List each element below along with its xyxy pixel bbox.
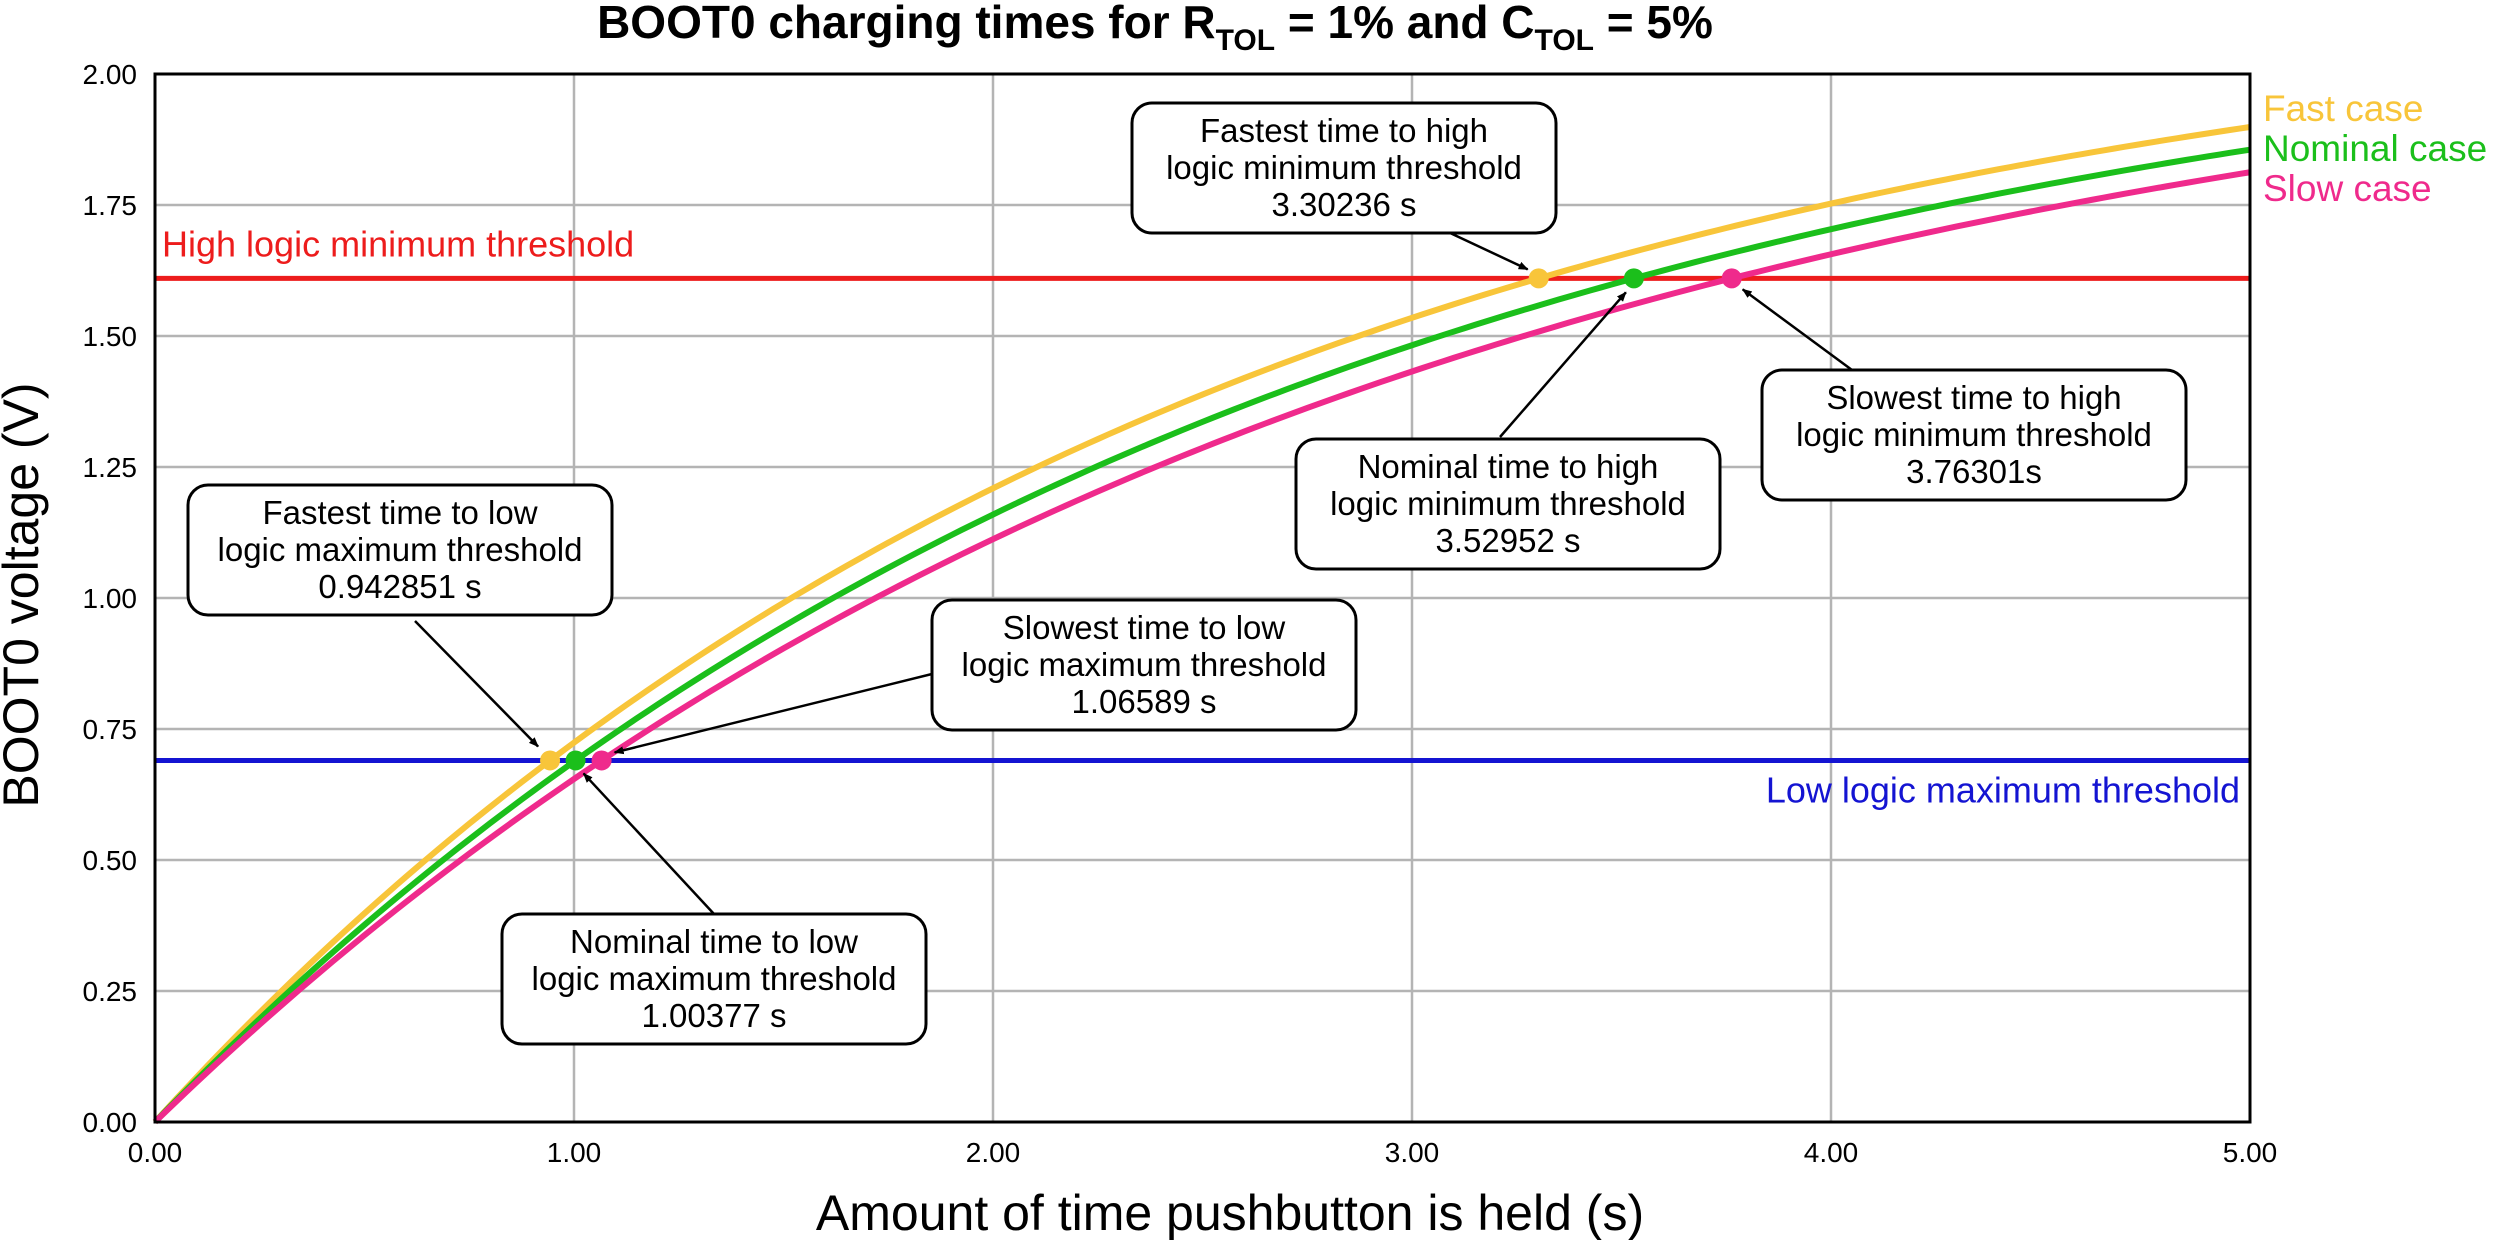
chart-title-subscript-r: TOL xyxy=(1216,24,1275,57)
annotation-box xyxy=(1130,101,1558,235)
annotation-box xyxy=(186,483,614,617)
y-tick-label: 0.25 xyxy=(83,976,138,1007)
x-tick-label: 3.00 xyxy=(1385,1137,1440,1168)
y-tick-label: 0.50 xyxy=(83,845,138,876)
marked-point-slow-case xyxy=(1721,268,1742,289)
marked-point-nominal-case xyxy=(1623,268,1644,289)
annotation-box xyxy=(930,598,1358,732)
plot-frame xyxy=(153,72,2252,1124)
x-tick-label: 5.00 xyxy=(2223,1137,2278,1168)
reference-label-high-logic-minimum-threshold: High logic minimum threshold xyxy=(162,223,634,264)
series-line-nominal-case xyxy=(152,146,2251,1125)
series-line-slow-case xyxy=(152,169,2251,1125)
x-axis-label: Amount of time pushbutton is held (s) xyxy=(816,1185,1644,1240)
y-tick-labels: 0.00 0.25 0.50 0.75 1.00 1.25 1.50 1.75 2.00 xyxy=(83,59,138,1138)
annotation-arrow xyxy=(613,670,941,755)
annotation-text-line: 3.76301s xyxy=(1906,453,2042,490)
annotation-text-line: 1.06589 s xyxy=(1072,683,1217,720)
annotation-text-line: 3.30236 s xyxy=(1272,186,1417,223)
annotation-text-line: Fastest time to high xyxy=(1200,112,1488,149)
reference-lines: High logic minimum threshold Low logic ma… xyxy=(155,223,2250,810)
y-axis-label: BOOT0 voltage (V) xyxy=(0,382,49,807)
series-line-fast-case xyxy=(152,124,2251,1125)
y-tick-label: 1.00 xyxy=(83,583,138,614)
annotation-text-line: logic minimum threshold xyxy=(1796,416,2152,453)
annotation-box xyxy=(1294,437,1722,571)
annotation-text-line: Slowest time to low xyxy=(1003,609,1286,646)
annotation-arrow xyxy=(1741,288,1853,372)
marked-point-fast-case xyxy=(540,750,561,771)
x-tick-label: 1.00 xyxy=(547,1137,602,1168)
x-tick-label: 0.00 xyxy=(128,1137,183,1168)
annotation-text-line: logic maximum threshold xyxy=(532,960,897,997)
x-tick-label: 4.00 xyxy=(1804,1137,1859,1168)
legend-label-fast-case: Fast case xyxy=(2263,88,2423,129)
annotation-text-line: Nominal time to low xyxy=(570,923,858,960)
chart-title: BOOT0 charging times for RTOL = 1% and C… xyxy=(597,0,1713,57)
annotation-arrow xyxy=(414,620,539,748)
legend-label-nominal-case: Nominal case xyxy=(2263,128,2487,169)
annotation-text-line: logic minimum threshold xyxy=(1330,485,1686,522)
series-lines xyxy=(152,124,2251,1125)
annotation-arrow xyxy=(1499,291,1627,438)
annotation-box xyxy=(1760,368,2188,502)
annotation-text-line: Slowest time to high xyxy=(1826,379,2121,416)
annotation-text-line: Fastest time to low xyxy=(262,494,537,531)
y-tick-label: 0.00 xyxy=(83,1107,138,1138)
y-tick-label: 1.25 xyxy=(83,452,138,483)
annotation-text-line: 0.942851 s xyxy=(318,568,481,605)
y-tick-label: 0.75 xyxy=(83,714,138,745)
x-tick-label: 2.00 xyxy=(966,1137,1021,1168)
y-tick-label: 1.75 xyxy=(83,190,138,221)
y-tick-label: 1.50 xyxy=(83,321,138,352)
marked-points xyxy=(540,268,1742,771)
annotation-text-line: logic maximum threshold xyxy=(218,531,583,568)
x-tick-labels: 0.00 1.00 2.00 3.00 4.00 5.00 xyxy=(128,1137,2278,1168)
annotation-text-line: logic minimum threshold xyxy=(1166,149,1522,186)
annotation-box xyxy=(500,912,928,1046)
chart-title-part-3: = 5% xyxy=(1594,0,1713,48)
y-tick-label: 2.00 xyxy=(83,59,138,90)
reference-label-low-logic-maximum-threshold: Low logic maximum threshold xyxy=(1766,769,2240,810)
chart-title-part-2: = 1% and C xyxy=(1275,0,1534,48)
marked-point-slow-case xyxy=(591,750,612,771)
annotation-text-line: Nominal time to high xyxy=(1358,448,1659,485)
legend-label-slow-case: Slow case xyxy=(2263,168,2432,209)
annotation-text-line: 3.52952 s xyxy=(1436,522,1581,559)
annotation-text-line: logic maximum threshold xyxy=(962,646,1327,683)
marked-point-nominal-case xyxy=(565,750,586,771)
chart-title-part-1: BOOT0 charging times for R xyxy=(597,0,1216,48)
annotation-arrow xyxy=(582,772,715,915)
annotation-arrow xyxy=(1447,230,1529,271)
annotation-text-line: 1.00377 s xyxy=(642,997,787,1034)
marked-point-fast-case xyxy=(1528,268,1549,289)
chart-title-subscript-c: TOL xyxy=(1535,24,1594,57)
